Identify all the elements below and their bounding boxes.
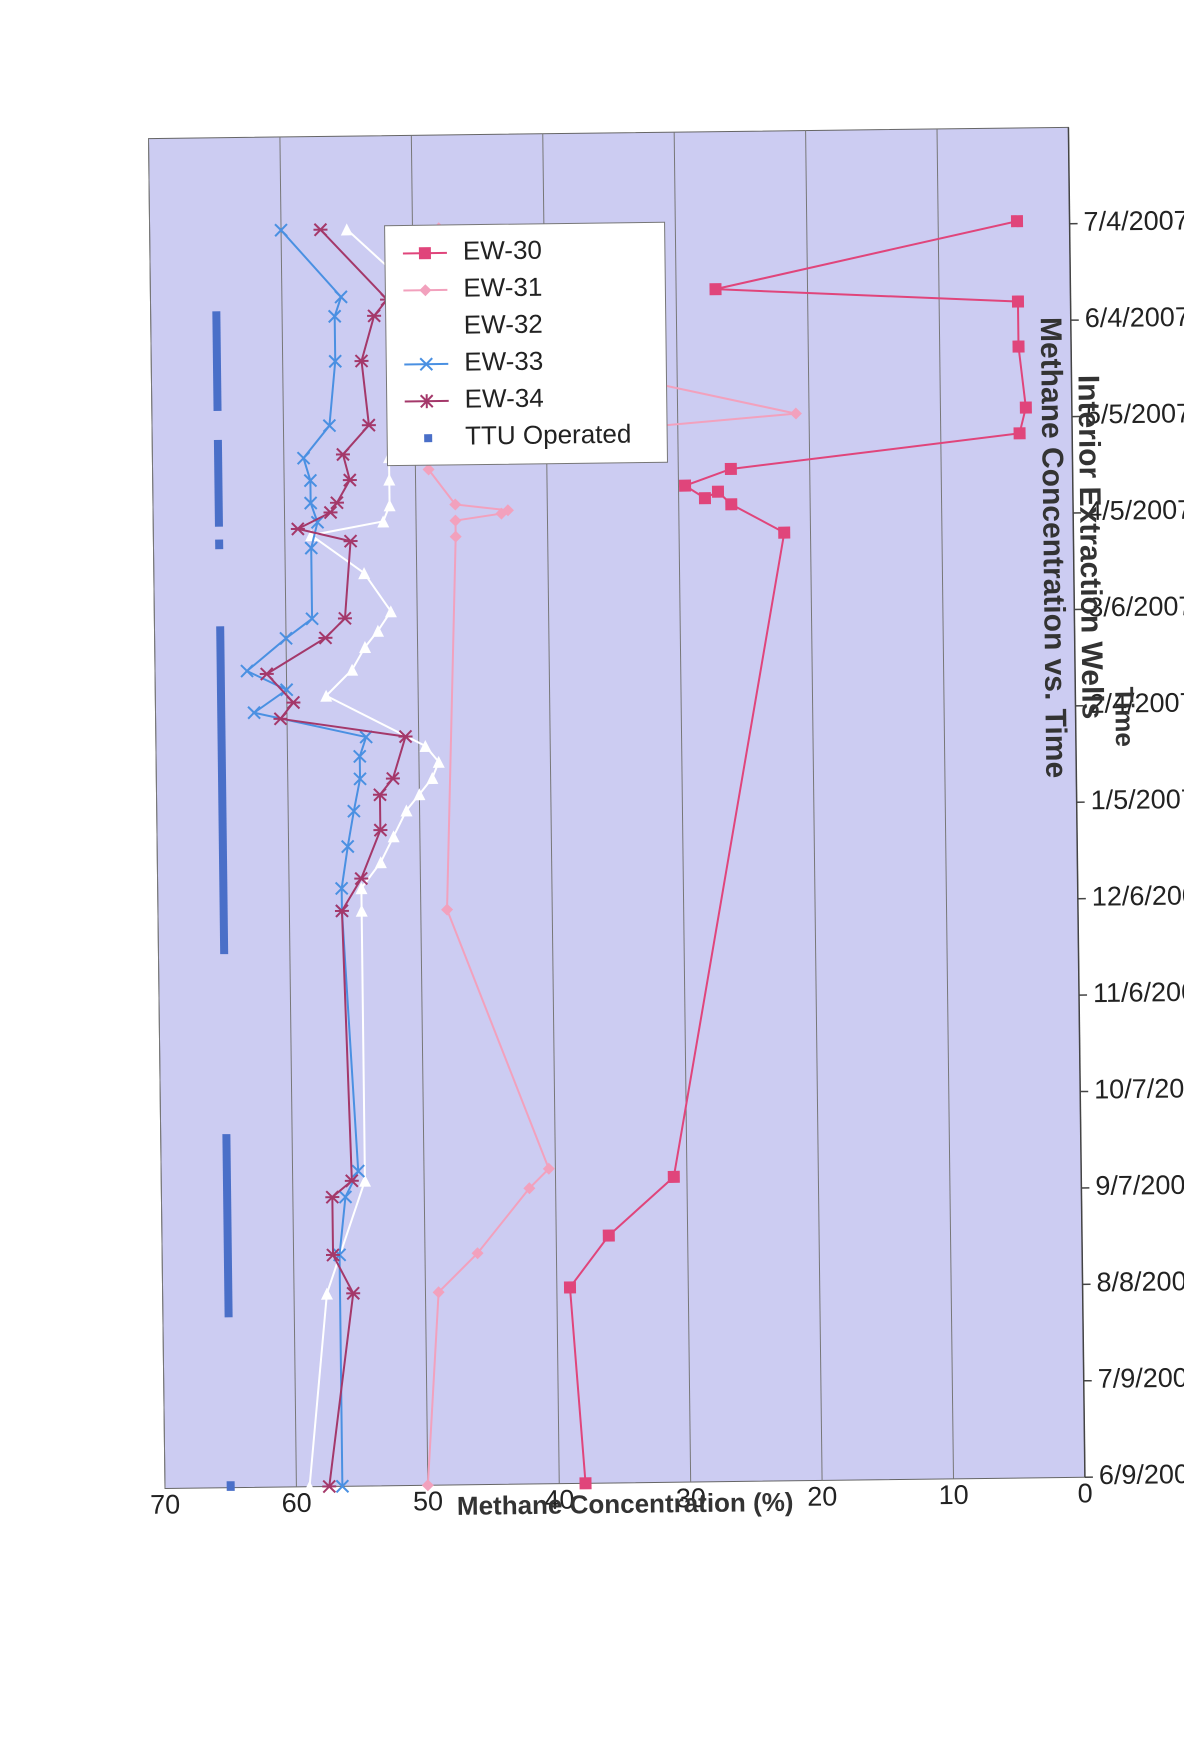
ew-30-point (679, 480, 691, 492)
legend-label: TTU Operated (465, 419, 632, 451)
x-tick-label: 1/5/2007 (1090, 784, 1184, 815)
ew-30-point (603, 1229, 615, 1241)
ew-30-point (1020, 401, 1032, 413)
ew-30-point (709, 283, 721, 295)
y-tick-label: 0 (1077, 1478, 1092, 1508)
legend-marker (419, 247, 431, 259)
y-tick-label: 10 (938, 1480, 968, 1510)
ew-30-point (1012, 340, 1024, 352)
legend-label: EW-30 (463, 235, 542, 266)
legend-swatch (424, 434, 432, 442)
legend-label: EW-34 (465, 383, 544, 414)
ew-30-point (668, 1171, 680, 1183)
x-tick-label: 10/7/2006 (1094, 1073, 1184, 1104)
x-tick-label: 8/8/2006 (1096, 1266, 1184, 1297)
ew-30-point (778, 527, 790, 539)
y-tick-label: 50 (413, 1486, 443, 1516)
ttu-operated-bar (214, 440, 223, 527)
x-tick-label: 6/4/2007 (1085, 302, 1184, 333)
ew-30-point (725, 498, 737, 510)
ew-30-point (1012, 295, 1024, 307)
legend-label: EW-33 (464, 346, 543, 377)
chart-subtitle: Interior Extraction Wells (1071, 375, 1108, 720)
legend-label: EW-31 (463, 272, 542, 303)
ttu-operated-bar (227, 1481, 235, 1491)
ttu-operated-bar (212, 311, 221, 411)
x-tick-label: 11/6/2006 (1093, 977, 1184, 1008)
ew-30-point (1014, 427, 1026, 439)
x-tick-label: 12/6/2006 (1092, 880, 1184, 911)
x-tick-label: 7/9/2006 (1098, 1362, 1184, 1393)
ew-30-point (725, 463, 737, 475)
ew-30-point (579, 1477, 591, 1489)
ew-30-point (712, 486, 724, 498)
y-tick-label: 70 (150, 1489, 180, 1519)
legend-label: EW-32 (464, 309, 543, 340)
x-tick-label: 9/7/2006 (1095, 1170, 1184, 1201)
y-axis-title: Methane Concentration (%) (457, 1487, 794, 1521)
x-tick-label: 6/9/2006 (1099, 1459, 1184, 1490)
x-axis-title: Time (1109, 686, 1140, 747)
ew-30-point (699, 492, 711, 504)
ttu-operated-bar (215, 539, 223, 549)
y-tick-label: 60 (281, 1488, 311, 1518)
x-tick-label: 7/4/2007 (1083, 205, 1184, 236)
ew-30-point (564, 1281, 576, 1293)
ew-30-point (1011, 215, 1023, 227)
y-tick-label: 20 (807, 1481, 837, 1511)
legend: EW-30 EW-31 EW-32 EW-33 EW-34 TTU Operated (385, 222, 668, 465)
chart-title: Methane Concentration vs. Time (1034, 317, 1073, 779)
